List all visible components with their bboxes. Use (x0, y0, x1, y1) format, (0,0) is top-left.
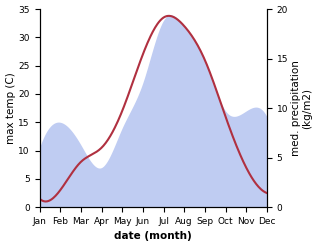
Y-axis label: med. precipitation
(kg/m2): med. precipitation (kg/m2) (291, 60, 313, 156)
Y-axis label: max temp (C): max temp (C) (5, 72, 16, 144)
X-axis label: date (month): date (month) (114, 231, 192, 242)
